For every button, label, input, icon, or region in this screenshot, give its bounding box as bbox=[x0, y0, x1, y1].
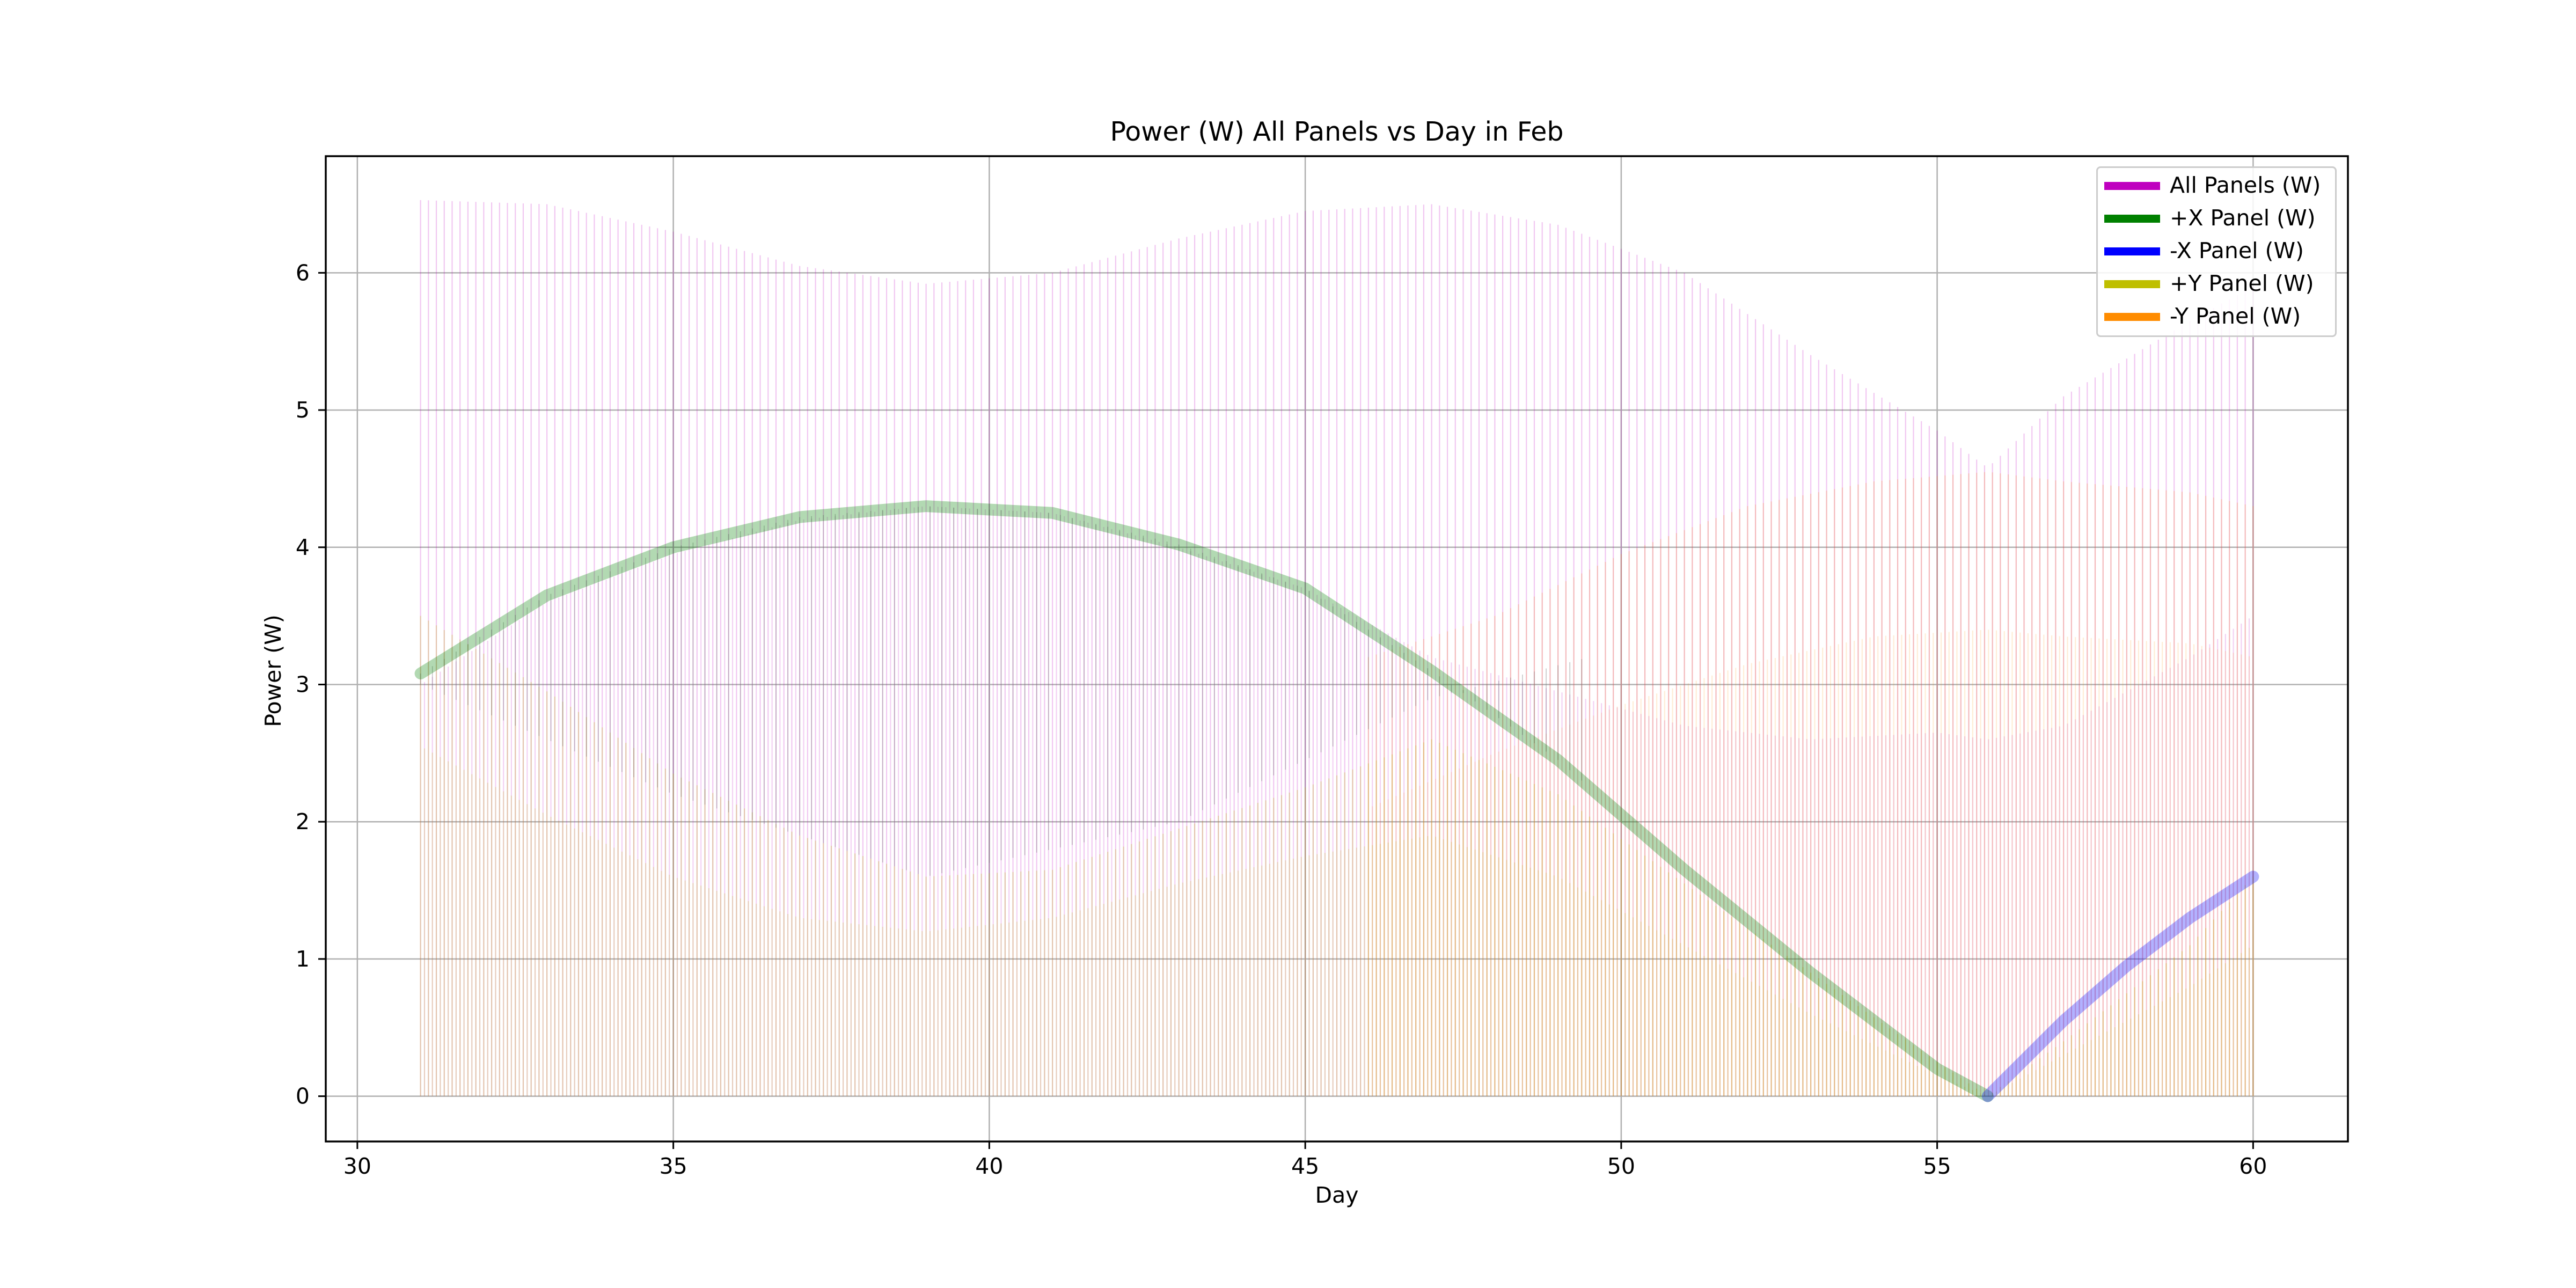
legend-swatch-all-panels bbox=[2104, 182, 2160, 190]
data-layer bbox=[414, 200, 2259, 1102]
legend-item-minus-y: -Y Panel (W) bbox=[2098, 299, 2335, 331]
y-tick-label: 3 bbox=[296, 671, 310, 697]
legend-swatch-minus-x bbox=[2104, 247, 2160, 255]
legend-swatch-plus-x bbox=[2104, 215, 2160, 223]
y-tick-label: 2 bbox=[296, 809, 310, 835]
series-plus-x-inner bbox=[420, 506, 1583, 876]
y-tick-label: 1 bbox=[296, 946, 310, 972]
series-minus-x-line bbox=[1981, 870, 2259, 1102]
plot-frame bbox=[325, 155, 2349, 1143]
legend-swatch-plus-y bbox=[2104, 280, 2160, 288]
legend-label-minus-x: -X Panel (W) bbox=[2170, 238, 2304, 264]
y-tick-label: 4 bbox=[296, 535, 310, 560]
series-minus-y-panel bbox=[1367, 472, 2254, 1096]
series-all-panels bbox=[420, 200, 2254, 1096]
series-plus-x-line bbox=[414, 500, 1994, 1102]
series-plus-y-panel bbox=[420, 616, 2254, 1096]
x-tick-label: 30 bbox=[343, 1153, 371, 1179]
legend-swatch-minus-y bbox=[2104, 313, 2160, 321]
chart-title: Power (W) All Panels vs Day in Feb bbox=[1110, 116, 1563, 147]
legend-item-all-panels: All Panels (W) bbox=[2098, 168, 2335, 200]
x-tick-label: 60 bbox=[2239, 1153, 2267, 1179]
legend-item-minus-x: -X Panel (W) bbox=[2098, 233, 2335, 266]
y-tick-label: 6 bbox=[296, 260, 310, 286]
y-tick-label: 5 bbox=[296, 397, 310, 423]
legend-label-minus-y: -Y Panel (W) bbox=[2170, 303, 2301, 329]
legend-label-all-panels: All Panels (W) bbox=[2170, 172, 2321, 198]
x-axis-label: Day bbox=[1315, 1182, 1359, 1208]
x-tick-label: 40 bbox=[975, 1153, 1003, 1179]
gridlines bbox=[326, 156, 2348, 1141]
y-axis-label: Power (W) bbox=[260, 614, 286, 727]
legend-item-plus-x: +X Panel (W) bbox=[2098, 201, 2335, 233]
legend-item-plus-y: +Y Panel (W) bbox=[2098, 266, 2335, 298]
legend: All Panels (W) +X Panel (W) -X Panel (W)… bbox=[2096, 166, 2337, 337]
x-tick-label: 50 bbox=[1607, 1153, 1635, 1179]
legend-label-plus-x: +X Panel (W) bbox=[2170, 205, 2316, 231]
legend-label-plus-y: +Y Panel (W) bbox=[2170, 270, 2314, 296]
x-tick-label: 35 bbox=[660, 1153, 687, 1179]
x-tick-label: 55 bbox=[1923, 1153, 1951, 1179]
y-tick-label: 0 bbox=[296, 1084, 310, 1109]
x-tick-label: 45 bbox=[1291, 1153, 1319, 1179]
